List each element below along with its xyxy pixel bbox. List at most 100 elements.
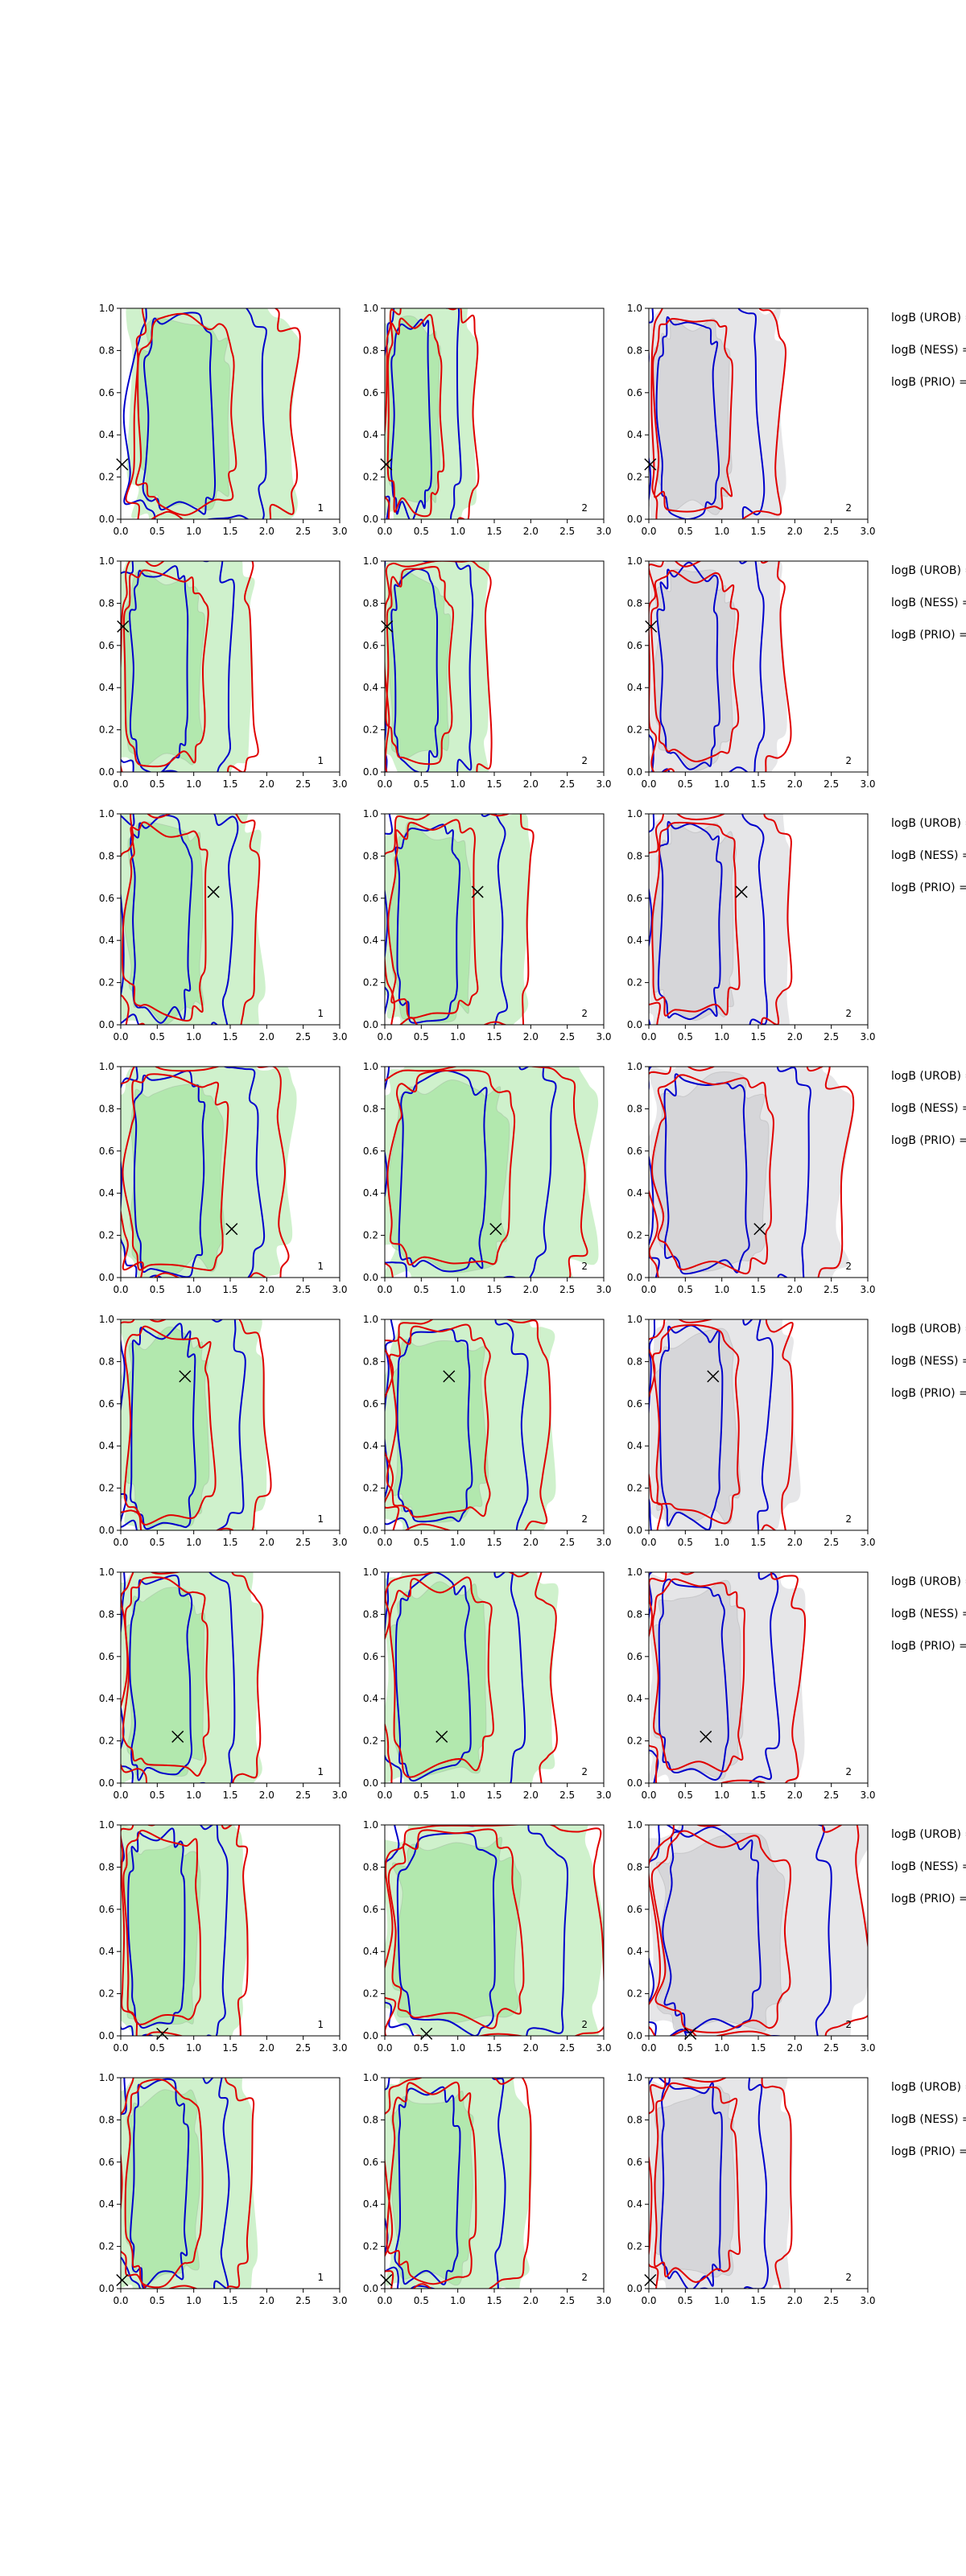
y-tick-label: 0.0 [99, 514, 114, 525]
x-tick-label: 2.0 [787, 1537, 803, 1548]
density-layer [385, 1319, 556, 1530]
logb-annotation: logB (UROB) = [891, 564, 966, 577]
x-tick-label: 0.0 [377, 1537, 392, 1548]
blue-contour-outer [649, 561, 766, 772]
x-tick-label: 0.5 [678, 526, 693, 537]
y-tick-label: 0.4 [627, 429, 642, 440]
x-tick-label: 2.5 [559, 1537, 575, 1548]
x-tick-label: 1.5 [486, 1537, 502, 1548]
blue-contour-outer [121, 1319, 246, 1530]
x-tick-label: 2.5 [559, 2295, 575, 2306]
y-tick-label: 0.6 [363, 1904, 378, 1915]
red-contour-outer [649, 2078, 793, 2289]
x-tick-label: 1.0 [186, 778, 201, 790]
y-tick-label: 0.0 [363, 2283, 378, 2294]
logb-annotation: logB (PRIO) = [891, 629, 966, 642]
blue-contour-outer [121, 814, 239, 1025]
filled-density-inner [390, 1581, 487, 1779]
y-tick-label: 1.0 [363, 303, 378, 314]
x-tick-label: 0.5 [678, 1031, 693, 1042]
x-tick-label: 0.0 [377, 526, 392, 537]
x-tick-label: 1.0 [450, 1284, 465, 1295]
logb-annotation: logB (NESS) = [891, 2113, 966, 2126]
x-tick-label: 1.5 [222, 2295, 237, 2306]
red-contour-inner [650, 1830, 791, 2033]
x-tick-label: 1.0 [714, 2042, 729, 2054]
y-tick-label: 0.4 [99, 935, 114, 946]
subplot-r5-c2: 0.0 0.5 1.0 1.5 2.0 2.5 3.0 0.0 0.2 0.4 0.6 0.8 1.0 2 [363, 1314, 612, 1548]
y-tick-label: 0.8 [363, 1861, 378, 1872]
blue-contour-outer [649, 308, 766, 519]
true-value-marker [380, 2273, 393, 2287]
x-tick-label: 0.5 [414, 1790, 429, 1801]
red-contour-outer [121, 1319, 272, 1530]
x-tick-label: 1.0 [450, 778, 465, 790]
blue-contour-outer [385, 561, 474, 772]
y-tick-label: 0.4 [363, 429, 378, 440]
blue-contour-inner [390, 568, 440, 772]
true-value-marker [436, 1730, 448, 1743]
y-tick-label: 0.6 [627, 893, 642, 904]
true-value-marker [381, 620, 394, 633]
density-layer [649, 308, 787, 519]
y-tick-label: 1.0 [363, 1061, 378, 1072]
y-tick-label: 0.0 [363, 514, 378, 525]
true-value-marker [117, 620, 130, 633]
y-tick-label: 0.2 [627, 2241, 642, 2252]
blue-contour-outer [385, 1572, 526, 1783]
x-tick-label: 2.0 [787, 1284, 803, 1295]
red-contour-inner [386, 1323, 491, 1518]
density-layer [385, 814, 535, 1025]
y-tick-label: 1.0 [363, 1819, 378, 1831]
y-tick-label: 0.2 [363, 977, 378, 989]
true-value-marker [380, 458, 393, 471]
x-tick-label: 1.5 [222, 778, 237, 790]
x-tick-label: 3.0 [596, 1790, 611, 1801]
x-tick-label: 1.0 [186, 526, 201, 537]
y-tick-label: 1.0 [627, 808, 642, 819]
y-tick-label: 0.0 [627, 2030, 642, 2041]
y-tick-label: 1.0 [99, 303, 114, 314]
red-contour-outer [385, 308, 480, 519]
y-tick-label: 0.0 [363, 766, 378, 778]
x-tick-label: 0.5 [414, 2295, 429, 2306]
subplot-r1-c1: 0.0 0.5 1.0 1.5 2.0 2.5 3.0 0.0 0.2 0.4 0.6 0.8 1.0 1 [99, 303, 348, 537]
y-tick-label: 0.6 [99, 1651, 114, 1662]
y-tick-label: 1.0 [99, 1314, 114, 1325]
x-tick-label: 0.5 [414, 2042, 429, 2054]
x-tick-label: 2.0 [787, 526, 803, 537]
x-tick-label: 0.0 [113, 778, 128, 790]
x-tick-label: 1.0 [186, 1031, 201, 1042]
x-tick-label: 0.0 [377, 1790, 392, 1801]
density-layer [385, 308, 480, 519]
density-layer [649, 1825, 868, 2036]
x-tick-label: 0.5 [150, 1790, 165, 1801]
subplot-r2-c1: 0.0 0.5 1.0 1.5 2.0 2.5 3.0 0.0 0.2 0.4 0.6 0.8 1.0 1 [99, 555, 348, 790]
red-contour-outer [649, 561, 792, 772]
x-tick-label: 3.0 [332, 1537, 347, 1548]
red-contour-outer [649, 1572, 807, 1783]
subplot-r3-c2: 0.0 0.5 1.0 1.5 2.0 2.5 3.0 0.0 0.2 0.4 0.6 0.8 1.0 2 [363, 808, 612, 1042]
x-tick-label: 3.0 [332, 2042, 347, 2054]
y-tick-label: 0.4 [99, 429, 114, 440]
y-tick-label: 0.6 [363, 2157, 378, 2168]
x-tick-label: 1.5 [750, 778, 766, 790]
y-tick-label: 0.8 [627, 1103, 642, 1114]
y-tick-label: 0.6 [99, 2157, 114, 2168]
x-tick-label: 0.0 [377, 1284, 392, 1295]
true-value-marker [443, 1370, 456, 1383]
filled-density-inner [388, 1079, 510, 1274]
filled-density-inner [125, 1326, 210, 1527]
filled-density-inner [391, 1836, 522, 2023]
y-tick-label: 1.0 [627, 303, 642, 314]
x-tick-label: 2.5 [824, 778, 839, 790]
panel-corner-label: 2 [845, 502, 852, 514]
blue-contour-inner [396, 1832, 497, 2036]
panel-corner-label: 2 [581, 1513, 588, 1525]
blue-contour-inner [657, 820, 723, 1021]
density-layer [385, 1572, 559, 1783]
true-value-marker [645, 620, 658, 633]
x-tick-label: 0.5 [414, 1031, 429, 1042]
x-tick-label: 3.0 [860, 778, 875, 790]
x-tick-label: 3.0 [332, 1790, 347, 1801]
